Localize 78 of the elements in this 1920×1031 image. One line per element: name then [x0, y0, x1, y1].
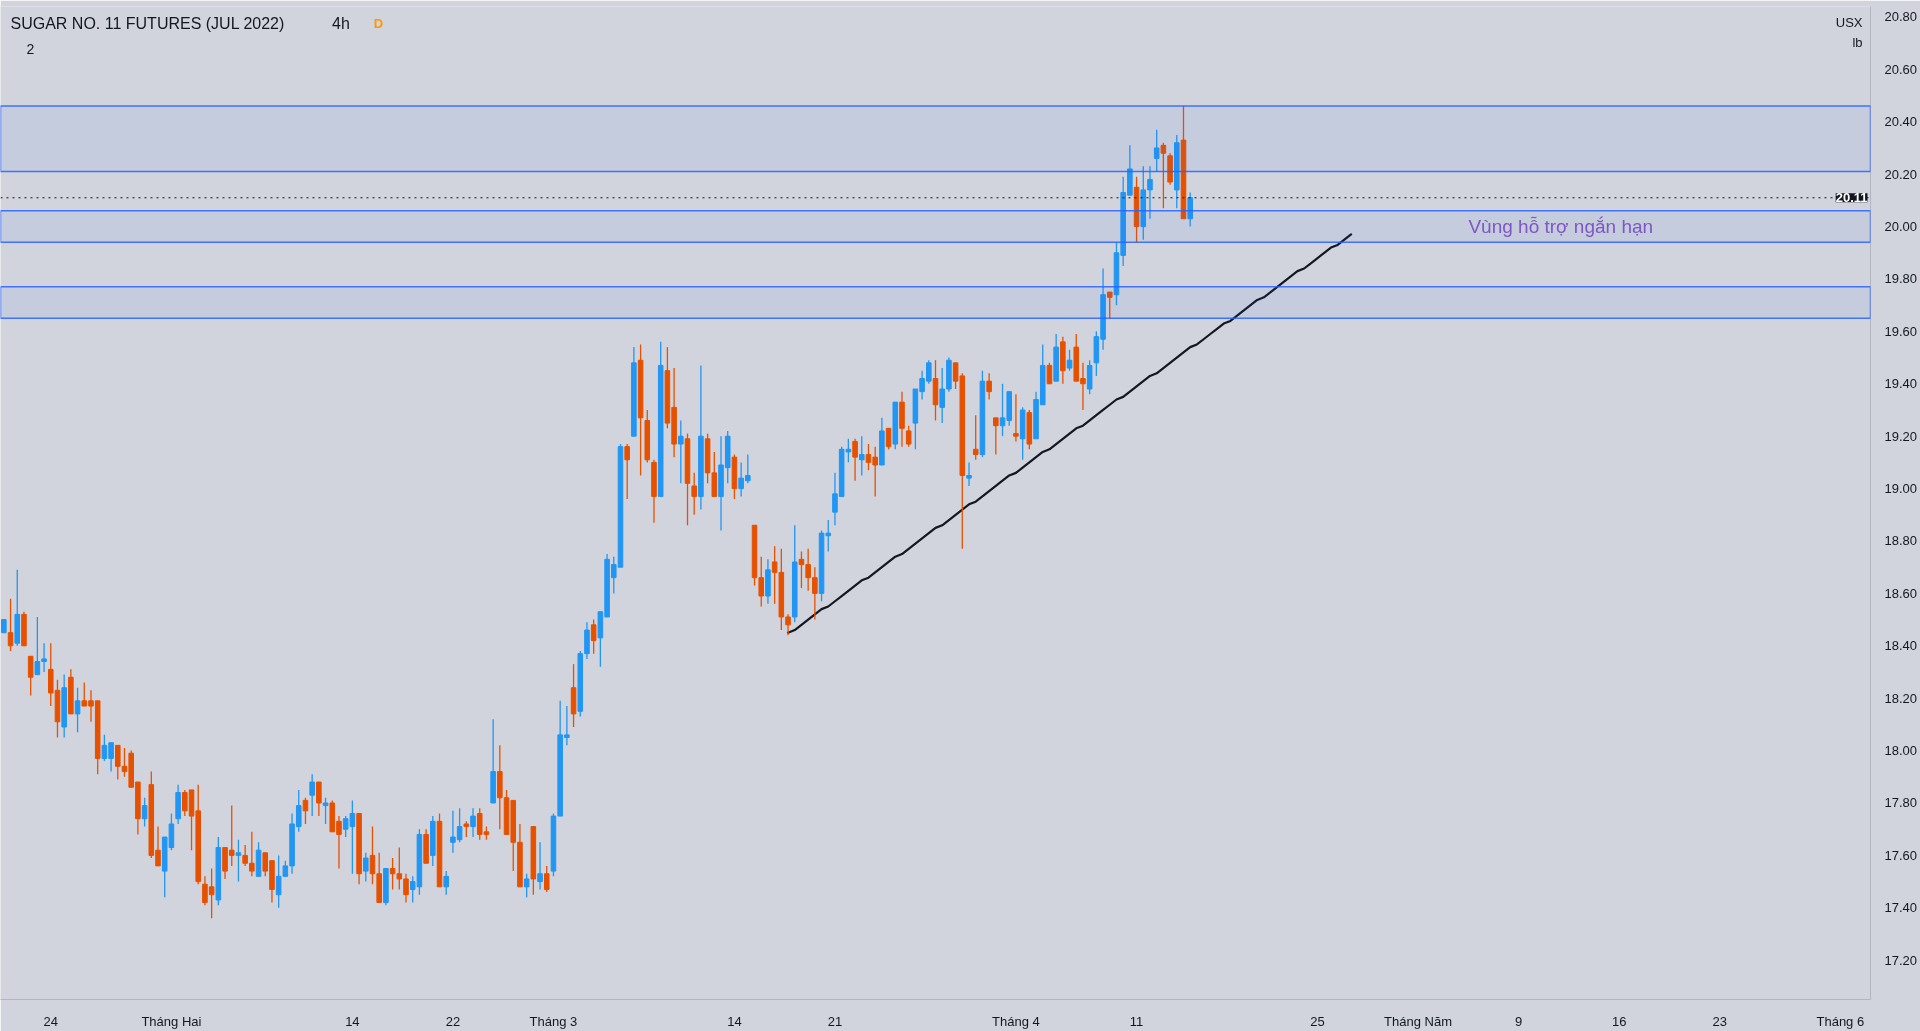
x-tick-label: 16 [1611, 1013, 1627, 1029]
candlestick [141, 797, 148, 828]
candlestick [309, 773, 315, 817]
candlestick [363, 852, 369, 883]
x-tick-label: 14 [345, 1013, 360, 1029]
candlestick [523, 873, 530, 898]
x-tick-label: 21 [827, 1013, 843, 1029]
line-series [786, 233, 1353, 634]
candlestick [1046, 362, 1053, 385]
candlestick [470, 807, 476, 838]
candlestick [1086, 359, 1093, 395]
candlestick [1187, 191, 1193, 228]
candlestick [1153, 128, 1160, 173]
band-label: Vùng hỗ trợ ngắn hạn [1468, 216, 1654, 238]
candlestick [966, 461, 972, 487]
annotation: USX [1835, 14, 1863, 30]
candlestick [235, 839, 242, 883]
text: 4h [332, 14, 350, 32]
x-tick-label: 11 [1129, 1013, 1144, 1029]
y-tick-label: 17.40 [1884, 900, 1918, 916]
y-tick-label: 18.40 [1884, 638, 1918, 654]
x-tick-label: Tháng Hai [141, 1013, 202, 1029]
candlestick [885, 427, 892, 450]
x-tick-label: Tháng 3 [529, 1013, 578, 1029]
candlestick [678, 419, 684, 484]
candlestick [691, 472, 697, 516]
y-tick-label: 20.40 [1884, 114, 1918, 130]
candlestick [302, 797, 309, 825]
y-tick-label: 17.60 [1884, 847, 1918, 863]
y-tick-label: 18.80 [1884, 533, 1918, 549]
candlestick [443, 870, 449, 896]
candlestick [1160, 142, 1167, 209]
y-tick-label: 18.20 [1884, 690, 1918, 706]
candlestick [993, 417, 999, 456]
candlestick [590, 618, 597, 655]
y-tick-label: 19.80 [1884, 271, 1918, 287]
candlestick [543, 865, 550, 893]
candlestick [1066, 349, 1073, 372]
candlestick [852, 438, 858, 482]
y-tick-label: 17.80 [1884, 795, 1918, 811]
x-tick-label: 22 [445, 1013, 461, 1029]
x-tick-label: Tháng 4 [992, 1013, 1040, 1029]
x-tick-label: 9 [1515, 1013, 1523, 1029]
y-tick-label: 19.00 [1884, 481, 1918, 497]
candlestick [905, 425, 912, 448]
candlestick [972, 414, 979, 461]
candlestick [74, 687, 81, 733]
y-tick-label: 18.60 [1884, 585, 1918, 601]
y-tick-label: 19.40 [1884, 376, 1918, 392]
candlestick [7, 597, 14, 652]
y-tick-label: 20.80 [1884, 9, 1918, 25]
y-tick-label: 18.00 [1884, 743, 1918, 759]
y-tick-label: 19.60 [1884, 323, 1918, 339]
x-tick-label: Tháng 6 [1816, 1013, 1865, 1029]
x-tick-label: 23 [1712, 1013, 1727, 1029]
y-tick-label: 20.00 [1884, 219, 1918, 235]
text: SUGAR NO. 11 FUTURES (JUL 2022) [10, 14, 285, 32]
y-tick-label: 17.20 [1884, 952, 1918, 968]
x-tick-label: 24 [43, 1013, 59, 1029]
annotation: D [373, 15, 384, 31]
y-tick-label: 20.20 [1884, 166, 1918, 182]
candlestick [27, 655, 34, 697]
candlestick [624, 443, 630, 500]
annotation: 2 [26, 40, 35, 57]
y-tick-label: 19.20 [1884, 428, 1918, 444]
candlestick [322, 797, 329, 825]
candlestick [316, 781, 322, 817]
candlestick [858, 435, 865, 477]
x-tick-label: 14 [727, 1013, 742, 1029]
x-tick-label: Tháng Năm [1384, 1013, 1453, 1029]
candlestick [986, 372, 992, 401]
candlestick [1013, 393, 1019, 443]
annotation: lb [1852, 34, 1863, 50]
ref-line-label: 20.11 [1835, 190, 1868, 206]
x-tick-label: 25 [1310, 1013, 1325, 1029]
candlestick [537, 841, 543, 891]
candlestick [1106, 291, 1113, 319]
y-tick-label: 20.60 [1884, 61, 1918, 77]
